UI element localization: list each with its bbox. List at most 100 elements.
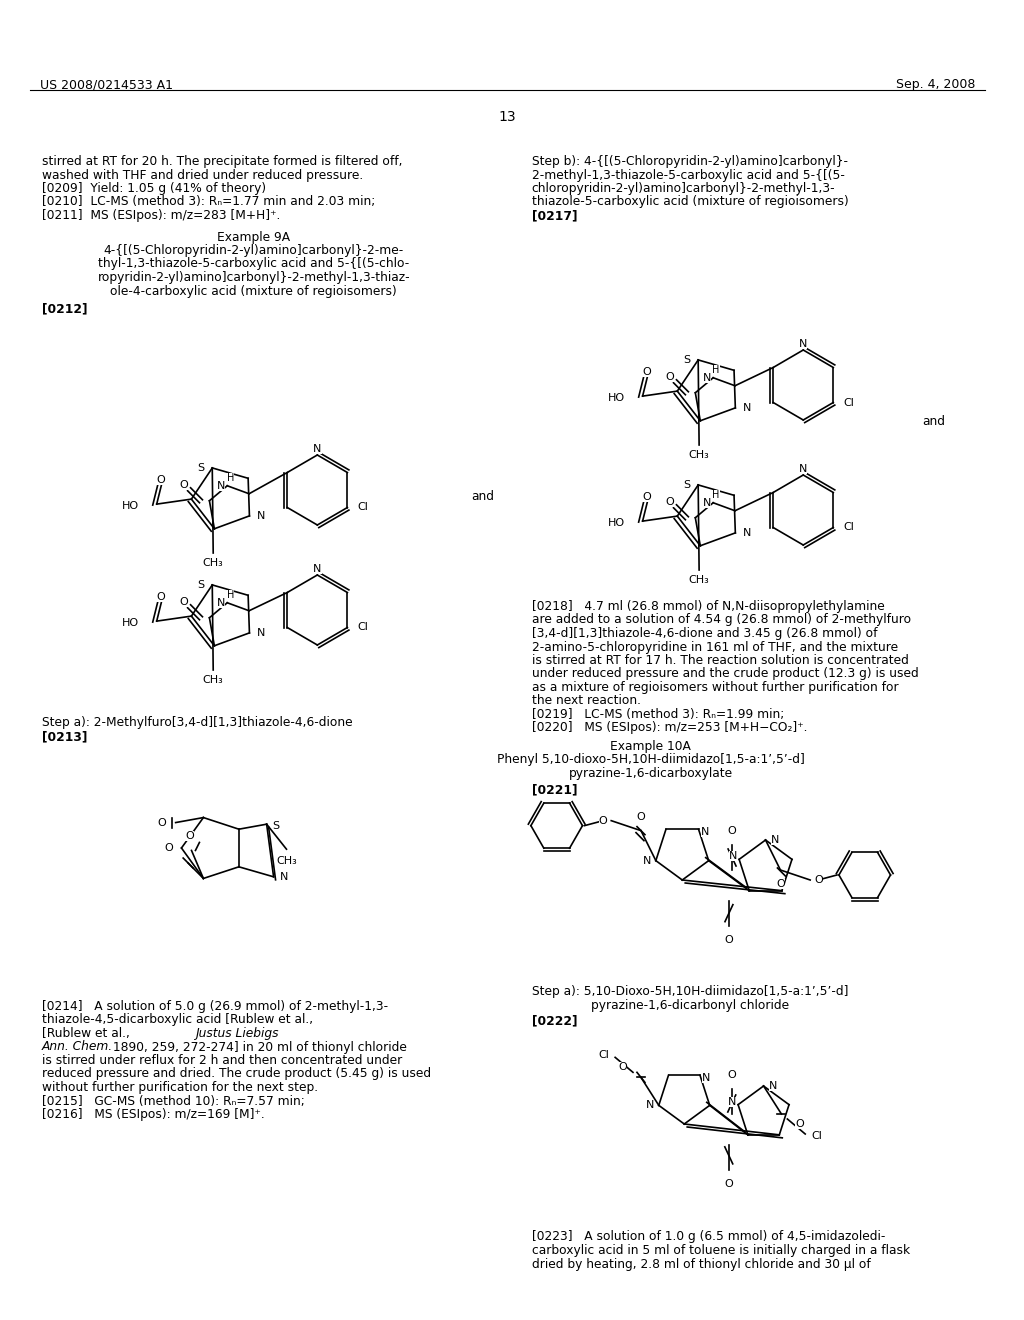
Text: H: H xyxy=(226,590,233,599)
Text: thiazole-4,5-dicarboxylic acid [Rublew et al.,: thiazole-4,5-dicarboxylic acid [Rublew e… xyxy=(42,1014,316,1027)
Text: 2-amino-5-chloropyridine in 161 ml of THF, and the mixture: 2-amino-5-chloropyridine in 161 ml of TH… xyxy=(531,640,898,653)
Text: dried by heating, 2.8 ml of thionyl chloride and 30 μl of: dried by heating, 2.8 ml of thionyl chlo… xyxy=(531,1258,870,1271)
Text: 13: 13 xyxy=(499,110,516,124)
Text: Step a): 5,10-Dioxo-5H,10H-diimidazo[1,5-a:1’,5’-d]: Step a): 5,10-Dioxo-5H,10H-diimidazo[1,5… xyxy=(531,985,848,998)
Text: H: H xyxy=(713,364,720,375)
Text: thiazole-5-carboxylic acid (mixture of regioisomers): thiazole-5-carboxylic acid (mixture of r… xyxy=(531,195,848,209)
Text: N: N xyxy=(769,1081,777,1092)
Text: carboxylic acid in 5 ml of toluene is initially charged in a flask: carboxylic acid in 5 ml of toluene is in… xyxy=(531,1243,909,1257)
Text: Cl: Cl xyxy=(843,523,854,532)
Text: Sep. 4, 2008: Sep. 4, 2008 xyxy=(896,78,976,91)
Text: 4-{[(5-Chloropyridin-2-yl)amino]carbonyl}-2-me-: 4-{[(5-Chloropyridin-2-yl)amino]carbonyl… xyxy=(103,244,404,257)
Text: O: O xyxy=(795,1119,804,1129)
Text: [0223]   A solution of 1.0 g (6.5 mmol) of 4,5-imidazoledi-: [0223] A solution of 1.0 g (6.5 mmol) of… xyxy=(531,1230,885,1243)
Text: O: O xyxy=(814,875,823,884)
Text: O: O xyxy=(157,593,165,602)
Text: pyrazine-1,6-dicarboxylate: pyrazine-1,6-dicarboxylate xyxy=(568,767,732,780)
Text: N: N xyxy=(313,444,322,454)
Text: N: N xyxy=(702,372,712,383)
Text: [0213]: [0213] xyxy=(42,730,87,743)
Text: N: N xyxy=(257,628,266,638)
Text: N: N xyxy=(257,511,266,521)
Text: [0216]   MS (ESIpos): m/z=169 [M]⁺.: [0216] MS (ESIpos): m/z=169 [M]⁺. xyxy=(42,1107,264,1121)
Text: Cl: Cl xyxy=(357,623,369,632)
Text: N: N xyxy=(313,564,322,574)
Text: S: S xyxy=(272,821,280,832)
Text: [0215]   GC-MS (method 10): Rₙ=7.57 min;: [0215] GC-MS (method 10): Rₙ=7.57 min; xyxy=(42,1094,304,1107)
Text: Phenyl 5,10-dioxo-5H,10H-diimidazo[1,5-a:1’,5’-d]: Phenyl 5,10-dioxo-5H,10H-diimidazo[1,5-a… xyxy=(497,754,805,767)
Text: O: O xyxy=(598,816,607,825)
Text: N: N xyxy=(743,403,752,413)
Text: CH₃: CH₃ xyxy=(276,857,297,866)
Text: [0221]: [0221] xyxy=(531,784,578,796)
Text: Cl: Cl xyxy=(357,503,369,512)
Text: CH₃: CH₃ xyxy=(689,576,710,585)
Text: O: O xyxy=(157,475,165,486)
Text: Step a): 2-Methylfuro[3,4-d][1,3]thiazole-4,6-dione: Step a): 2-Methylfuro[3,4-d][1,3]thiazol… xyxy=(42,715,352,729)
Text: Example 10A: Example 10A xyxy=(610,741,691,752)
Text: O: O xyxy=(666,372,674,381)
Text: [0218]   4.7 ml (26.8 mmol) of N,N-diisopropylethylamine: [0218] 4.7 ml (26.8 mmol) of N,N-diisopr… xyxy=(531,601,885,612)
Text: HO: HO xyxy=(122,502,139,511)
Text: [0220]   MS (ESIpos): m/z=253 [M+H−CO₂]⁺.: [0220] MS (ESIpos): m/z=253 [M+H−CO₂]⁺. xyxy=(531,722,807,734)
Text: washed with THF and dried under reduced pressure.: washed with THF and dried under reduced … xyxy=(42,169,362,181)
Text: thyl-1,3-thiazole-5-carboxylic acid and 5-{[(5-chlo-: thyl-1,3-thiazole-5-carboxylic acid and … xyxy=(98,257,410,271)
Text: N: N xyxy=(729,851,737,862)
Text: N: N xyxy=(217,598,225,607)
Text: Ann. Chem.: Ann. Chem. xyxy=(42,1040,113,1053)
Text: N: N xyxy=(280,871,288,882)
Text: Justus Liebigs: Justus Liebigs xyxy=(196,1027,279,1040)
Text: O: O xyxy=(165,843,173,853)
Text: O: O xyxy=(179,479,188,490)
Text: O: O xyxy=(618,1063,628,1072)
Text: US 2008/0214533 A1: US 2008/0214533 A1 xyxy=(40,78,173,91)
Text: N: N xyxy=(702,498,712,508)
Text: 2-methyl-1,3-thiazole-5-carboxylic acid and 5-{[(5-: 2-methyl-1,3-thiazole-5-carboxylic acid … xyxy=(531,169,845,181)
Text: [0217]: [0217] xyxy=(531,209,578,222)
Text: HO: HO xyxy=(607,393,625,403)
Text: Cl: Cl xyxy=(811,1131,822,1140)
Text: H: H xyxy=(713,490,720,500)
Text: HO: HO xyxy=(607,519,625,528)
Text: HO: HO xyxy=(122,618,139,628)
Text: [0209]  Yield: 1.05 g (41% of theory): [0209] Yield: 1.05 g (41% of theory) xyxy=(42,182,266,195)
Text: and: and xyxy=(471,490,494,503)
Text: CH₃: CH₃ xyxy=(203,675,223,685)
Text: O: O xyxy=(666,496,674,507)
Text: [0210]  LC-MS (method 3): Rₙ=1.77 min and 2.03 min;: [0210] LC-MS (method 3): Rₙ=1.77 min and… xyxy=(42,195,375,209)
Text: the next reaction.: the next reaction. xyxy=(531,694,641,708)
Text: N: N xyxy=(645,1101,653,1110)
Text: pyrazine-1,6-dicarbonyl chloride: pyrazine-1,6-dicarbonyl chloride xyxy=(591,999,790,1012)
Text: H: H xyxy=(226,473,233,483)
Text: [Rublew et al.,: [Rublew et al., xyxy=(42,1027,133,1040)
Text: chloropyridin-2-yl)amino]carbonyl}-2-methyl-1,3-: chloropyridin-2-yl)amino]carbonyl}-2-met… xyxy=(531,182,836,195)
Text: reduced pressure and dried. The crude product (5.45 g) is used: reduced pressure and dried. The crude pr… xyxy=(42,1068,431,1081)
Text: [0211]  MS (ESIpos): m/z=283 [M+H]⁺.: [0211] MS (ESIpos): m/z=283 [M+H]⁺. xyxy=(42,209,280,222)
Text: O: O xyxy=(724,1179,733,1189)
Text: ole-4-carboxylic acid (mixture of regioisomers): ole-4-carboxylic acid (mixture of regioi… xyxy=(111,285,397,297)
Text: are added to a solution of 4.54 g (26.8 mmol) of 2-methylfuro: are added to a solution of 4.54 g (26.8 … xyxy=(531,614,910,627)
Text: 1890, 259, 272-274] in 20 ml of thionyl chloride: 1890, 259, 272-274] in 20 ml of thionyl … xyxy=(110,1040,407,1053)
Text: N: N xyxy=(743,528,752,537)
Text: O: O xyxy=(158,817,166,828)
Text: Step b): 4-{[(5-Chloropyridin-2-yl)amino]carbonyl}-: Step b): 4-{[(5-Chloropyridin-2-yl)amino… xyxy=(531,154,848,168)
Text: O: O xyxy=(776,879,784,888)
Text: O: O xyxy=(642,492,651,502)
Text: stirred at RT for 20 h. The precipitate formed is filtered off,: stirred at RT for 20 h. The precipitate … xyxy=(42,154,402,168)
Text: as a mixture of regioisomers without further purification for: as a mixture of regioisomers without fur… xyxy=(531,681,898,694)
Text: is stirred at RT for 17 h. The reaction solution is concentrated: is stirred at RT for 17 h. The reaction … xyxy=(531,653,908,667)
Text: under reduced pressure and the crude product (12.3 g) is used: under reduced pressure and the crude pro… xyxy=(531,668,919,681)
Text: CH₃: CH₃ xyxy=(689,450,710,459)
Text: [0214]   A solution of 5.0 g (26.9 mmol) of 2-methyl-1,3-: [0214] A solution of 5.0 g (26.9 mmol) o… xyxy=(42,1001,388,1012)
Text: Example 9A: Example 9A xyxy=(217,231,291,243)
Text: O: O xyxy=(185,832,194,841)
Text: N: N xyxy=(217,480,225,491)
Text: ropyridin-2-yl)amino]carbonyl}-2-methyl-1,3-thiaz-: ropyridin-2-yl)amino]carbonyl}-2-methyl-… xyxy=(97,271,411,284)
Text: O: O xyxy=(642,367,651,378)
Text: N: N xyxy=(700,828,709,837)
Text: N: N xyxy=(642,855,651,866)
Text: O: O xyxy=(727,1071,736,1080)
Text: is stirred under reflux for 2 h and then concentrated under: is stirred under reflux for 2 h and then… xyxy=(42,1053,401,1067)
Text: CH₃: CH₃ xyxy=(203,558,223,568)
Text: [0212]: [0212] xyxy=(42,302,87,315)
